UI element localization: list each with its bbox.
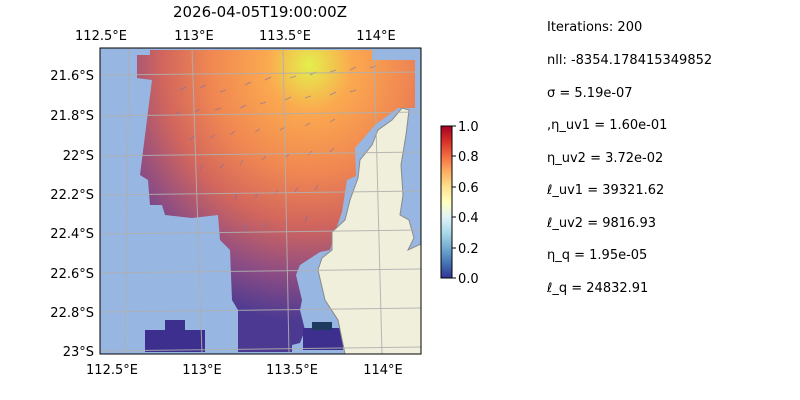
colorbar-gradient — [440, 125, 453, 279]
low-value-patches — [145, 320, 343, 352]
x-bottom-tick: 114°E — [363, 363, 403, 378]
y-tick: 22°S — [63, 149, 94, 164]
colorbar-tick: 0.0 — [458, 272, 479, 287]
x-top-tick: 113°E — [174, 29, 214, 44]
land — [317, 48, 421, 354]
colorbar-tick: 0.6 — [458, 181, 479, 196]
stat-nll: nll: -8354.178415349852 — [547, 53, 713, 68]
stat-iterations: Iterations: 200 — [547, 20, 643, 35]
map-axes — [100, 48, 421, 354]
stat-eta-uv2: η_uv2 = 3.72e-02 — [547, 151, 664, 166]
model-field — [137, 50, 415, 352]
stat-eta-uv1: ,η_uv1 = 1.60e-01 — [547, 118, 668, 133]
stat-ell-q: ℓ_q = 24832.91 — [547, 281, 649, 296]
x-tick-labels: 112.5°E 113°E 113.5°E 114°E 112.5°E 113°… — [75, 29, 403, 378]
colorbar-tick: 0.4 — [458, 211, 479, 226]
y-tick: 22.2°S — [50, 188, 94, 203]
vector-arrows — [174, 65, 377, 231]
gridlines — [100, 48, 421, 354]
y-tick: 21.6°S — [50, 69, 94, 84]
x-bottom-tick: 113°E — [182, 363, 222, 378]
colorbar-tick: 1.0 — [458, 120, 479, 135]
stat-ell-uv1: ℓ_uv1 = 39321.62 — [547, 183, 665, 198]
stat-eta-q: η_q = 1.95e-05 — [547, 248, 648, 263]
x-top-tick: 112.5°E — [75, 29, 127, 44]
x-bottom-tick: 112.5°E — [86, 363, 138, 378]
y-tick-labels: 21.6°S 21.8°S 22°S 22.2°S 22.4°S 22.6°S … — [50, 69, 94, 360]
colorbar-tick: 0.2 — [458, 242, 479, 257]
y-tick: 23°S — [63, 345, 94, 360]
colorbar-tick: 0.8 — [458, 150, 479, 165]
map-frame — [99, 47, 422, 355]
x-bottom-tick: 113.5°E — [266, 363, 318, 378]
plot-title: 2026-04-05T19:00:00Z — [173, 3, 347, 21]
y-tick: 22.6°S — [50, 267, 94, 282]
y-tick: 22.8°S — [50, 306, 94, 321]
x-top-tick: 114°E — [356, 29, 396, 44]
stat-ell-uv2: ℓ_uv2 = 9816.93 — [547, 216, 656, 231]
y-tick: 22.4°S — [50, 227, 94, 242]
colorbar: 0.0 0.2 0.4 0.6 0.8 1.0 — [440, 120, 479, 287]
x-top-tick: 113.5°E — [259, 29, 311, 44]
y-tick: 21.8°S — [50, 109, 94, 124]
stat-sigma: σ = 5.19e-07 — [547, 86, 633, 101]
